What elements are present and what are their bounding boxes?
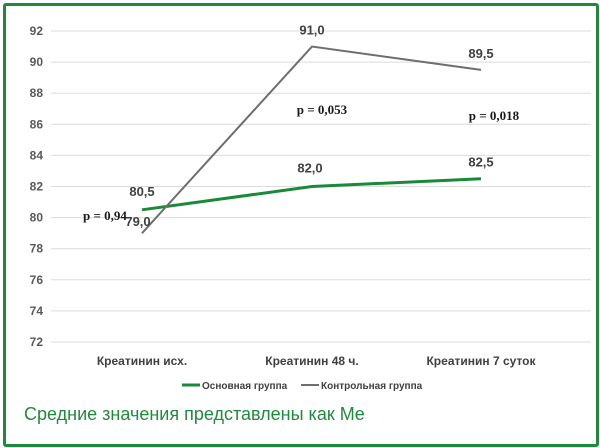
y-tick-label: 86 [30, 117, 44, 131]
legend-label: Контрольная группа [321, 381, 423, 392]
x-category-label: Креатинин исх. [97, 354, 187, 368]
p-value-annotations: p = 0,94 p = 0,053 p = 0,018 [83, 102, 520, 223]
chart-frame: 72 74 76 78 80 82 84 86 88 90 92 Креатинин исх. Кре… [3, 3, 599, 447]
y-tick-label: 74 [30, 304, 44, 318]
legend-label: Основная группа [202, 381, 288, 392]
data-label: 82,5 [468, 155, 493, 170]
y-tick-label: 90 [30, 55, 44, 69]
y-tick-label: 78 [30, 242, 44, 256]
y-tick-label: 80 [30, 211, 44, 225]
p-value-label: p = 0,053 [297, 102, 348, 117]
p-value-label: p = 0,018 [469, 108, 520, 123]
y-tick-label: 76 [30, 273, 44, 287]
data-labels: 80,5 82,0 82,5 79,0 91,0 89,5 [125, 23, 493, 230]
data-label: 79,0 [125, 214, 150, 229]
x-axis-categories: Креатинин исх. Креатинин 48 ч. Креатинин 7… [97, 354, 537, 368]
legend: Основная группа Контрольная группа [182, 381, 423, 392]
p-value-label: p = 0,94 [83, 208, 127, 223]
x-category-label: Креатинин 48 ч. [265, 354, 358, 368]
data-label: 91,0 [299, 23, 324, 38]
y-tick-label: 82 [30, 180, 44, 194]
y-tick-label: 92 [30, 24, 44, 38]
y-tick-label: 88 [30, 86, 44, 100]
x-category-label: Креатинин 7 суток [426, 354, 536, 368]
series-line-2 [141, 45, 482, 234]
y-axis-ticks: 72 74 76 78 80 82 84 86 88 90 92 [30, 24, 44, 349]
data-label: 89,5 [468, 46, 493, 61]
series-line-1 [141, 177, 482, 212]
y-tick-label: 84 [30, 148, 44, 162]
series-lines [141, 45, 482, 234]
footnote: Средние значения представлены как Me [24, 404, 365, 424]
y-tick-label: 72 [30, 335, 44, 349]
data-label: 82,0 [297, 161, 322, 176]
data-label: 80,5 [129, 184, 154, 199]
